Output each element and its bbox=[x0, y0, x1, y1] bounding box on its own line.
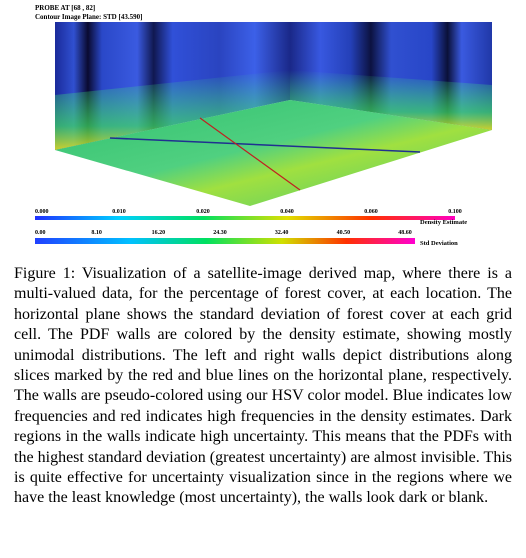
colorbar-title: Density Estimate bbox=[420, 219, 467, 226]
colorbar-tick-label: 16.20 bbox=[152, 230, 166, 236]
slice-line bbox=[199, 117, 301, 191]
figure-image: PROBE AT [68 , 82] Contour Image Plane: … bbox=[35, 4, 492, 247]
colorbar-title: Std Deviation bbox=[420, 240, 458, 247]
colorbar-labels: 0.000 0.010 0.020 0.040 0.060 0.100 Density Es… bbox=[35, 209, 467, 247]
colorbar-tick-label: 0.060 bbox=[364, 209, 378, 215]
caption: Figure 1: Visualization of a satellite-i… bbox=[14, 264, 512, 509]
colorbar bbox=[35, 216, 455, 220]
colorbar-tick-label: 32.40 bbox=[275, 230, 289, 236]
colorbar-tick-label: 40.50 bbox=[337, 230, 351, 236]
colorbar-tick-label: 0.040 bbox=[280, 209, 294, 215]
caption-text: Visualization of a satellite-image deriv… bbox=[14, 265, 512, 507]
plane-label: Contour Image Plane: STD [43.590] bbox=[35, 13, 142, 21]
colorbar-tick-label: 0.000 bbox=[35, 209, 49, 215]
probe-label: PROBE AT [68 , 82] bbox=[35, 4, 95, 12]
colorbar-tick-label: 0.020 bbox=[196, 209, 210, 215]
caption-label: Figure 1: bbox=[14, 265, 76, 282]
colorbar-tick-label: 0.010 bbox=[112, 209, 126, 215]
colorbar bbox=[35, 238, 415, 244]
colorbar-tick-label: 0.100 bbox=[448, 209, 462, 215]
left-wall-band bbox=[55, 70, 290, 150]
colorbar-tick-label: 0.00 bbox=[35, 230, 46, 236]
colorbar-tick-label: 24.30 bbox=[213, 230, 227, 236]
floor-plane bbox=[55, 100, 492, 206]
colorbar-tick-label: 8.10 bbox=[91, 230, 102, 236]
slice-line bbox=[109, 137, 421, 153]
colorbar-tick-label: 48.60 bbox=[398, 230, 412, 236]
right-wall-band bbox=[290, 70, 492, 130]
